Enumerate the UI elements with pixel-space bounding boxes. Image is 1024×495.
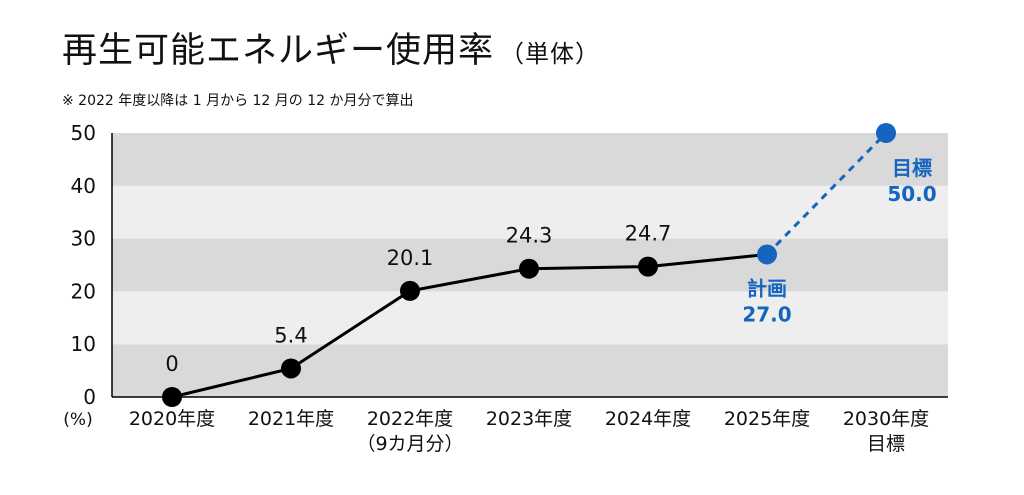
data-label: 20.1 [387, 246, 434, 270]
y-tick-label: 10 [71, 332, 96, 356]
chart-title: 再生可能エネルギー使用率 （単体） [62, 22, 600, 73]
data-point-marker [400, 280, 420, 301]
data-point-marker [638, 256, 658, 277]
grid-band [112, 344, 948, 397]
y-tick-label: 30 [71, 227, 96, 251]
y-axis-unit-label: (%) [63, 410, 92, 430]
x-tick-label: 2022年度 [367, 408, 453, 430]
plan-point-marker [757, 244, 777, 265]
y-tick-label: 50 [71, 121, 96, 145]
data-label: 0 [165, 352, 178, 376]
y-tick-label: 40 [71, 174, 96, 198]
x-tick-label: 2023年度 [486, 408, 572, 430]
data-label: 5.4 [274, 323, 307, 347]
title-text: 再生可能エネルギー使用率 [62, 31, 495, 71]
x-tick-label: 目標 [867, 433, 905, 455]
x-tick-label: 2024年度 [605, 408, 691, 430]
target-tag-label: 目標 [892, 156, 932, 180]
x-tick-label: 2020年度 [129, 408, 215, 430]
target-value-label: 50.0 [887, 182, 936, 206]
grid-band [112, 185, 948, 239]
grid-band [112, 291, 948, 345]
y-tick-label: 20 [71, 279, 96, 303]
chart-note: ※ 2022 年度以降は 1 月から 12 月の 12 か月分で算出 [62, 93, 414, 109]
plan-point-marker [876, 123, 896, 143]
x-tick-label: 2025年度 [724, 408, 810, 430]
data-point-marker [519, 258, 539, 279]
y-tick-label: 0 [83, 385, 96, 409]
x-tick-label: 2021年度 [248, 408, 334, 430]
data-label: 24.7 [625, 222, 672, 246]
title-unit: （単体） [500, 40, 601, 68]
plan-tag-label: 計画 [747, 276, 787, 300]
data-point-marker [162, 387, 182, 407]
data-label: 24.3 [506, 224, 553, 248]
plan-value-label: 27.0 [742, 302, 791, 326]
data-point-marker [281, 358, 301, 379]
x-tick-label: 2030年度 [843, 408, 929, 430]
actual-series-line [171, 252, 768, 399]
x-tick-label: （9カ月分） [356, 433, 463, 455]
grid-band [112, 133, 948, 186]
plan-dashed-line [765, 131, 888, 256]
